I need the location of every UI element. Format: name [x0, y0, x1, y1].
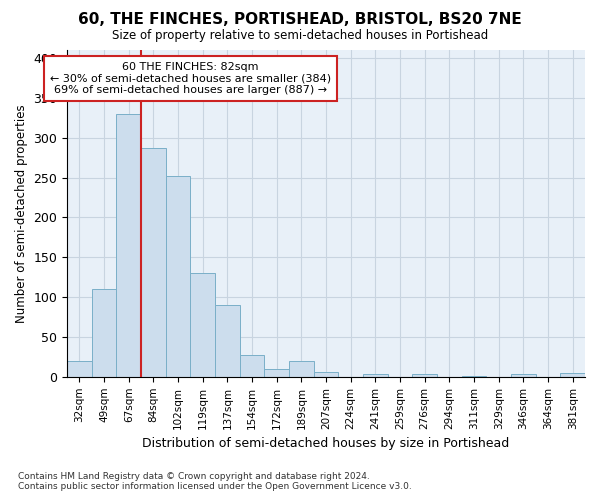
Bar	[166, 176, 190, 377]
Bar	[314, 372, 338, 377]
Y-axis label: Number of semi-detached properties: Number of semi-detached properties	[15, 104, 28, 322]
Bar	[462, 376, 487, 377]
Text: Contains HM Land Registry data © Crown copyright and database right 2024.: Contains HM Land Registry data © Crown c…	[18, 472, 370, 481]
Bar	[116, 114, 141, 377]
Bar	[363, 374, 388, 377]
Bar	[511, 374, 536, 377]
Text: 60, THE FINCHES, PORTISHEAD, BRISTOL, BS20 7NE: 60, THE FINCHES, PORTISHEAD, BRISTOL, BS…	[78, 12, 522, 28]
Bar	[67, 361, 92, 377]
Bar	[265, 369, 289, 377]
Bar	[92, 289, 116, 377]
Text: Size of property relative to semi-detached houses in Portishead: Size of property relative to semi-detach…	[112, 29, 488, 42]
Bar	[560, 373, 585, 377]
Bar	[190, 273, 215, 377]
Text: Contains public sector information licensed under the Open Government Licence v3: Contains public sector information licen…	[18, 482, 412, 491]
Bar	[412, 374, 437, 377]
Bar	[289, 361, 314, 377]
Bar	[240, 356, 265, 377]
Bar	[141, 148, 166, 377]
Bar	[215, 305, 240, 377]
Text: 60 THE FINCHES: 82sqm
← 30% of semi-detached houses are smaller (384)
69% of sem: 60 THE FINCHES: 82sqm ← 30% of semi-deta…	[50, 62, 331, 95]
X-axis label: Distribution of semi-detached houses by size in Portishead: Distribution of semi-detached houses by …	[142, 437, 510, 450]
